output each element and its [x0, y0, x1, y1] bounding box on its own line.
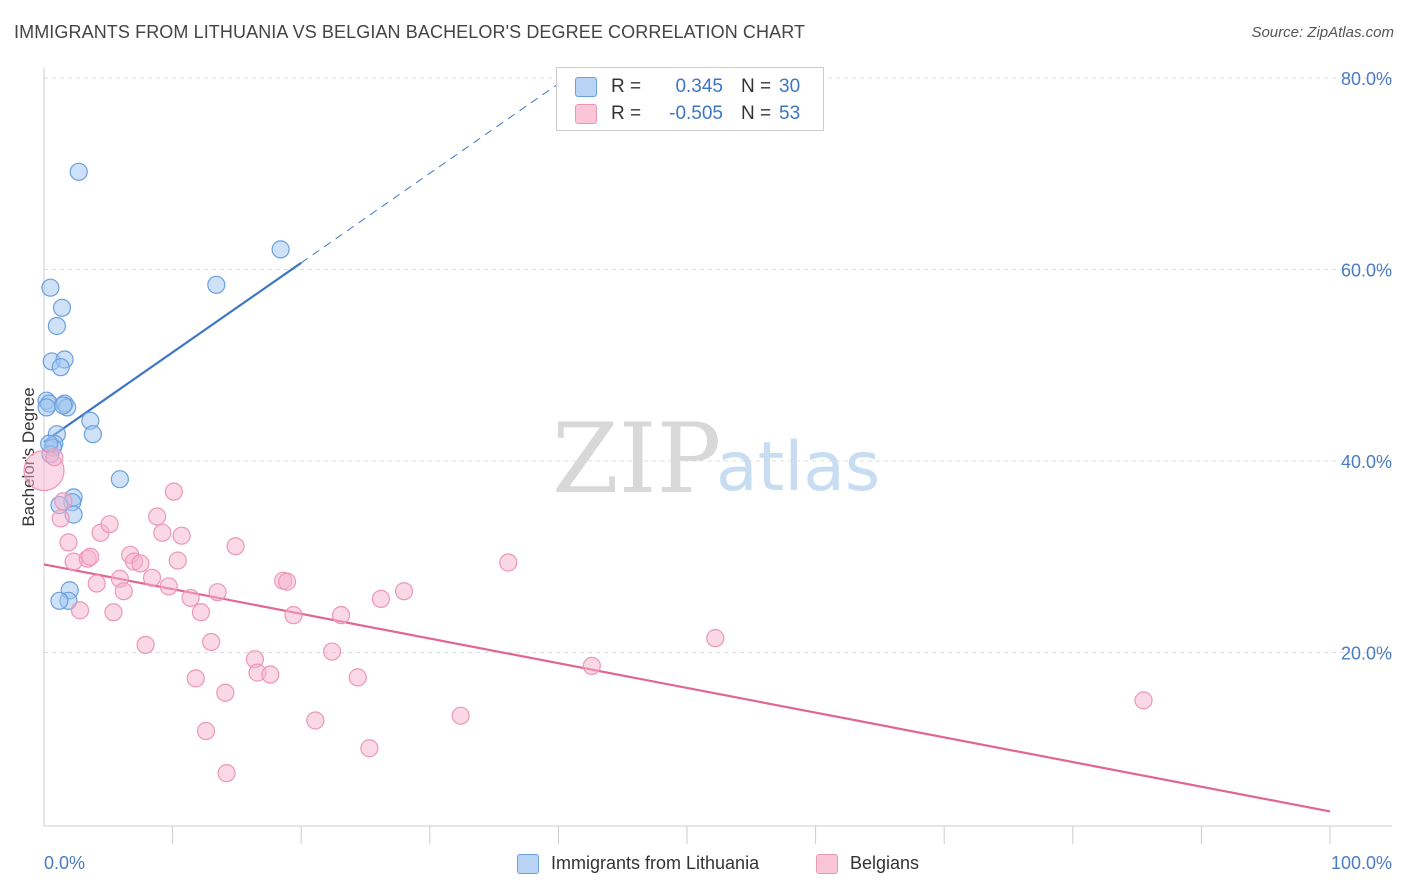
point-belgian[interactable]: [164, 482, 183, 501]
legend-r-label: R =: [611, 76, 642, 97]
x-tick-label-min: 0.0%: [44, 853, 85, 873]
point-belgian[interactable]: [196, 721, 216, 741]
trend-layer: [43, 83, 1331, 813]
watermark: ZIP atlas: [552, 403, 880, 515]
y-axis-title: Bachelor's Degree: [19, 387, 38, 526]
trendline-lithuania: [43, 261, 302, 443]
point-belgian[interactable]: [159, 577, 178, 596]
legend-n-value: 53: [779, 103, 801, 124]
point-lithuania[interactable]: [54, 396, 73, 415]
point-belgian[interactable]: [186, 669, 205, 688]
point-belgian[interactable]: [54, 492, 73, 511]
point-belgian[interactable]: [284, 606, 303, 625]
point-belgian[interactable]: [172, 526, 191, 545]
point-lithuania[interactable]: [271, 240, 290, 259]
point-lithuania[interactable]: [47, 316, 66, 336]
series-legend-label: Belgians: [850, 853, 920, 873]
y-tick-label: 40.0%: [1341, 452, 1392, 472]
chart-title: IMMIGRANTS FROM LITHUANIA VS BELGIAN BAC…: [14, 22, 806, 42]
point-belgian[interactable]: [59, 533, 78, 552]
chart-source: Source: ZipAtlas.com: [1251, 24, 1394, 41]
point-belgian[interactable]: [208, 583, 227, 602]
point-belgian[interactable]: [451, 706, 470, 725]
x-tick-label-max: 100.0%: [1331, 853, 1392, 873]
legend-n-label: N =: [741, 76, 772, 97]
legend-n-label: N =: [741, 103, 772, 124]
point-belgian[interactable]: [191, 603, 210, 622]
point-belgian[interactable]: [148, 507, 167, 526]
point-belgian[interactable]: [104, 603, 123, 622]
series-legend: Immigrants from Lithuania Belgians: [0, 853, 1406, 877]
legend-r-label: R =: [611, 103, 642, 124]
point-lithuania[interactable]: [110, 470, 129, 489]
point-belgian[interactable]: [582, 656, 601, 676]
legend-row-lithuania: R = 0.345 N = 30: [575, 74, 809, 100]
legend-swatch-blue: [575, 77, 597, 97]
grid-layer: [44, 77, 1392, 653]
trendline-lithuania-extension: [300, 83, 559, 264]
x-tick-labels: 0.0% 100.0%: [44, 853, 1392, 873]
point-belgian[interactable]: [261, 665, 280, 684]
point-belgian[interactable]: [100, 515, 119, 534]
y-tick-label: 60.0%: [1341, 261, 1392, 281]
point-belgian[interactable]: [81, 547, 100, 566]
series-swatch-blue: [517, 853, 539, 874]
point-belgian[interactable]: [87, 574, 106, 593]
point-belgian[interactable]: [322, 642, 342, 661]
point-belgian[interactable]: [226, 537, 245, 556]
y-tick-label: 80.0%: [1341, 69, 1392, 89]
point-belgian[interactable]: [499, 553, 518, 572]
point-belgian[interactable]: [216, 683, 235, 702]
point-belgian[interactable]: [142, 568, 162, 587]
legend-r-value: -0.505: [669, 103, 723, 124]
point-belgian[interactable]: [45, 448, 64, 467]
watermark-zip: ZIP: [552, 403, 721, 515]
point-belgian[interactable]: [360, 739, 379, 758]
point-belgian[interactable]: [394, 582, 414, 601]
point-belgian[interactable]: [306, 711, 325, 730]
point-lithuania[interactable]: [37, 398, 56, 417]
point-belgian[interactable]: [168, 551, 187, 570]
point-lithuania[interactable]: [41, 278, 60, 297]
point-belgian[interactable]: [70, 601, 90, 620]
legend-row-belgians: R = -0.505 N = 53: [575, 101, 809, 127]
point-belgian[interactable]: [217, 764, 236, 783]
legend-r-value: 0.345: [675, 76, 723, 97]
watermark-atlas: atlas: [716, 428, 880, 507]
point-lithuania[interactable]: [50, 591, 69, 610]
point-belgian[interactable]: [371, 589, 391, 608]
point-belgian[interactable]: [136, 635, 155, 654]
point-lithuania[interactable]: [207, 275, 226, 294]
point-belgian[interactable]: [348, 668, 367, 687]
point-lithuania[interactable]: [83, 425, 102, 444]
point-belgian[interactable]: [114, 582, 133, 601]
point-belgian[interactable]: [202, 632, 221, 652]
point-lithuania[interactable]: [69, 162, 88, 181]
y-tick-label: 20.0%: [1341, 644, 1392, 664]
series-legend-lithuania[interactable]: Immigrants from Lithuania: [517, 853, 759, 874]
point-lithuania[interactable]: [52, 298, 72, 317]
series-legend-label: Immigrants from Lithuania: [551, 853, 760, 873]
y-tick-labels: 20.0% 40.0% 60.0% 80.0%: [1341, 69, 1392, 664]
point-lithuania[interactable]: [51, 358, 70, 377]
trendline-belgians: [43, 563, 1331, 813]
point-belgian[interactable]: [331, 606, 351, 625]
legend-swatch-pink: [575, 104, 597, 124]
point-belgian[interactable]: [153, 523, 172, 542]
point-belgian[interactable]: [277, 572, 297, 591]
point-belgian[interactable]: [51, 509, 70, 528]
point-belgian[interactable]: [706, 629, 725, 648]
point-belgian[interactable]: [181, 588, 200, 608]
points-layer: [23, 162, 1153, 783]
legend-n-value: 30: [779, 76, 801, 97]
series-legend-belgians[interactable]: Belgians: [816, 853, 919, 874]
point-belgian[interactable]: [131, 554, 150, 573]
point-belgian[interactable]: [1134, 691, 1153, 710]
series-swatch-pink: [816, 853, 838, 874]
legend-box: R = 0.345 N = 30 R = -0.505 N = 53: [556, 67, 824, 131]
